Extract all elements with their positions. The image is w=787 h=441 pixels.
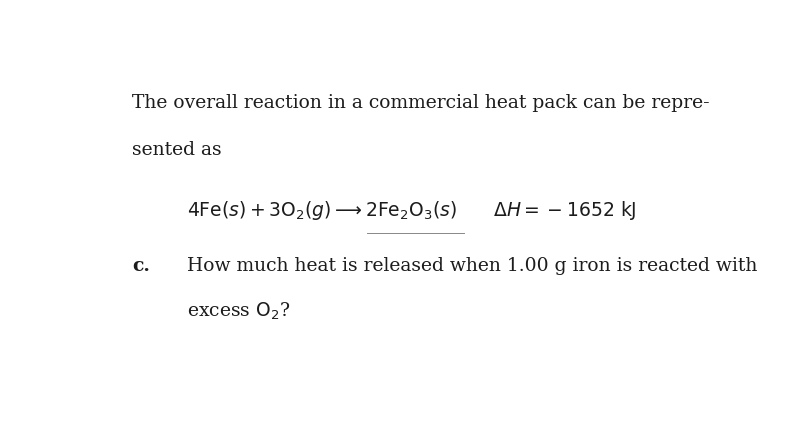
Text: The overall reaction in a commercial heat pack can be repre-: The overall reaction in a commercial hea… [132, 93, 710, 112]
Text: sented as: sented as [132, 141, 222, 159]
Text: $\mathregular{4Fe}(\mathit{s}) + \mathregular{3O_2}(\mathit{g}) \longrightarrow : $\mathregular{4Fe}(\mathit{s}) + \mathre… [187, 199, 637, 222]
Text: c.: c. [132, 257, 150, 275]
Text: excess $\mathrm{O_2}$?: excess $\mathrm{O_2}$? [187, 301, 290, 322]
Text: How much heat is released when 1.00 g iron is reacted with: How much heat is released when 1.00 g ir… [187, 257, 757, 275]
